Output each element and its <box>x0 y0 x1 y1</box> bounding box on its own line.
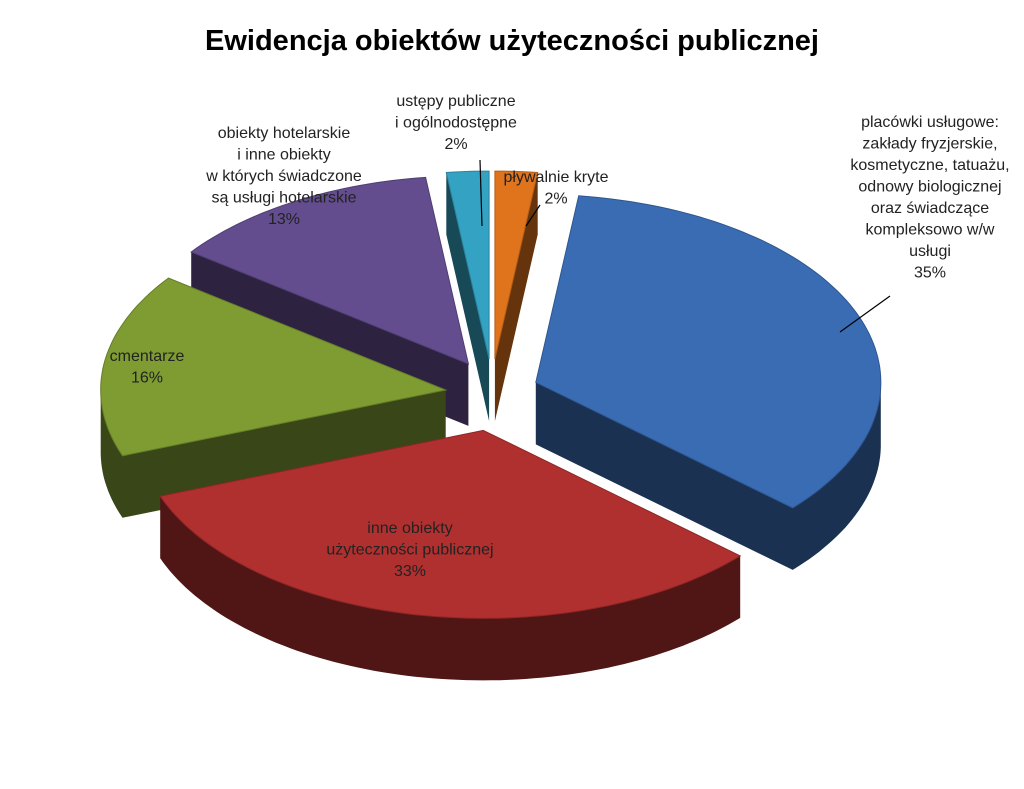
label-line: cmentarze <box>110 348 185 365</box>
label-line: usługi <box>909 243 951 260</box>
label-line: są usługi hotelarskie <box>212 190 357 207</box>
slice <box>190 176 470 365</box>
label-line: obiekty hotelarskie <box>218 125 351 142</box>
leader-line <box>479 159 483 227</box>
label-line: w których świadczone <box>205 168 362 185</box>
label-line: inne obiekty <box>367 520 452 537</box>
category-label: ustępy publiczne i ogólnodostępne <box>395 93 517 132</box>
value-label: 2% <box>444 136 467 153</box>
value-label: 13% <box>268 211 300 228</box>
label-line: kompleksowo w/w <box>866 222 995 239</box>
category-label: placówki usługowe: zakłady fryzjerskie, ko… <box>850 114 1009 260</box>
label-line: i inne obiekty <box>237 147 330 164</box>
value-label: 2% <box>544 191 567 208</box>
label-line: zakłady fryzjerskie, <box>862 136 997 153</box>
category-label: inne obiekty użyteczności publicznej <box>326 520 493 559</box>
label-line: ustępy publiczne <box>396 93 515 110</box>
slice <box>494 170 539 360</box>
label-line: placówki usługowe: <box>861 114 999 131</box>
category-label: pływalnie kryte <box>504 169 609 186</box>
label-line: oraz świadczące <box>871 200 989 217</box>
chart-title: Ewidencja obiektów użyteczności publiczn… <box>205 25 819 57</box>
slice <box>535 195 882 509</box>
slice <box>100 277 448 457</box>
category-label: obiekty hotelarskie i inne obiekty w który… <box>205 125 362 207</box>
slice <box>159 429 742 619</box>
label-line: odnowy biologicznej <box>858 179 1001 196</box>
leader-line <box>525 204 541 227</box>
value-label: 33% <box>394 563 426 580</box>
value-label: 35% <box>914 265 946 282</box>
label-line: użyteczności publicznej <box>326 542 493 559</box>
category-label: cmentarze <box>110 348 185 365</box>
leader-line <box>839 295 891 333</box>
label-line: i ogólnodostępne <box>395 115 517 132</box>
label-line: kosmetyczne, tatuażu, <box>850 157 1009 174</box>
label-line: pływalnie kryte <box>504 169 609 186</box>
slice <box>445 170 490 360</box>
value-label: 16% <box>131 370 163 387</box>
